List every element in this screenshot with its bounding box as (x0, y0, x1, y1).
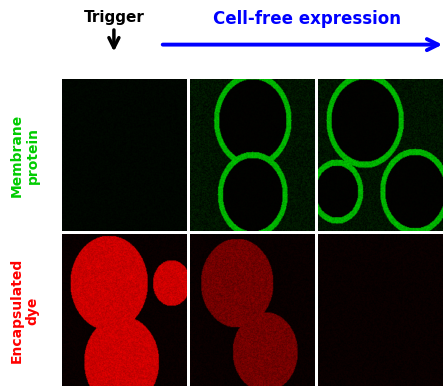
Text: Encapsulated
dye: Encapsulated dye (9, 258, 40, 363)
Text: Cell-free expression: Cell-free expression (214, 10, 401, 28)
Text: Trigger: Trigger (83, 10, 145, 25)
Text: Membrane
protein: Membrane protein (9, 114, 40, 197)
